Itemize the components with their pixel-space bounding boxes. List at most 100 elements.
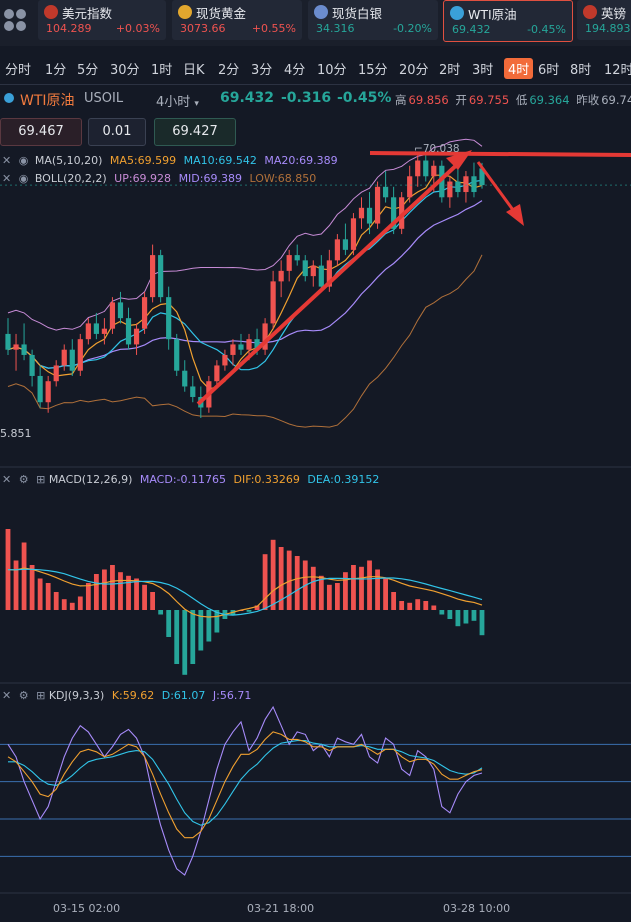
- ticker-card-gold[interactable]: 现货黄金 3073.66 +0.55%: [172, 0, 302, 40]
- buy-price: 69.427: [172, 124, 218, 139]
- ticker-change: +0.03%: [115, 22, 160, 35]
- gold-icon: [178, 5, 192, 19]
- low-value: 69.364: [529, 93, 570, 107]
- app-logo-icon[interactable]: [0, 4, 30, 36]
- ma5-value: MA5:69.599: [109, 154, 177, 167]
- ticker-price: 194.893: [585, 22, 631, 35]
- period-label: 4小时: [156, 95, 191, 110]
- add-icon[interactable]: ⊞: [36, 473, 46, 486]
- macd-histogram-bar: [198, 610, 204, 651]
- candle-body: [93, 323, 99, 334]
- tab-timeframe[interactable]: 分时: [5, 63, 32, 78]
- close-icon[interactable]: ✕: [2, 689, 12, 702]
- candle-body: [415, 160, 421, 177]
- macd-indicator-name[interactable]: MACD(12,26,9): [48, 473, 133, 486]
- macd-histogram-bar: [318, 575, 324, 610]
- tab-timeframe[interactable]: 4时: [504, 58, 534, 79]
- candle-body: [53, 365, 59, 382]
- candle-body: [141, 297, 148, 329]
- boll-indicator-name[interactable]: BOLL(20,2,2): [34, 172, 107, 185]
- price-axis-label: 5.851: [0, 427, 32, 440]
- settings-icon[interactable]: ⚙: [18, 689, 29, 702]
- macd-histogram-bar: [110, 565, 115, 610]
- tab-timeframe[interactable]: 3分: [251, 63, 273, 78]
- tab-timeframe[interactable]: 5分: [77, 63, 99, 78]
- candle-body: [13, 344, 19, 350]
- tab-timeframe[interactable]: 20分: [399, 63, 429, 78]
- close-icon[interactable]: ✕: [2, 473, 12, 486]
- candle-body: [423, 160, 429, 177]
- macd-histogram-bar: [439, 610, 445, 615]
- candle-body: [109, 302, 116, 329]
- tab-timeframe[interactable]: 1分: [45, 63, 67, 78]
- macd-histogram-bar: [479, 610, 485, 636]
- symbol-name[interactable]: WTI原油: [20, 93, 75, 109]
- symbol-header: WTI原油 USOIL 4小时 ▾ 69.432 -0.316 -0.45% 高…: [0, 86, 631, 112]
- ticker-bar: 美元指数 104.289 +0.03% 现货黄金 3073.66 +0.55% …: [0, 0, 631, 46]
- macd-histogram-bar: [134, 578, 139, 610]
- tab-timeframe[interactable]: 2分: [218, 63, 240, 78]
- candle-body: [334, 239, 340, 261]
- macd-histogram-bar: [246, 610, 252, 612]
- candle-body: [206, 381, 212, 408]
- tab-timeframe[interactable]: 2时: [439, 63, 461, 78]
- us-flag-icon: [44, 5, 58, 19]
- boll-upper-line: [7, 138, 483, 331]
- candle-body: [391, 197, 397, 229]
- ticker-price: 34.316: [316, 22, 355, 35]
- period-selector[interactable]: 4小时 ▾: [156, 91, 199, 110]
- candle-body: [5, 333, 11, 350]
- ticker-card-silver[interactable]: 现货白银 34.316 -0.20%: [308, 0, 438, 40]
- sell-price: 69.467: [18, 124, 64, 139]
- candle-body: [358, 207, 365, 219]
- macd-histogram-bar: [77, 596, 83, 610]
- tab-timeframe[interactable]: 3时: [472, 63, 494, 78]
- macd-histogram-bar: [206, 610, 212, 642]
- quantity-input[interactable]: 0.01: [88, 118, 146, 146]
- macd-histogram-bar: [399, 601, 405, 610]
- settings-icon[interactable]: ⚙: [18, 473, 29, 486]
- ticker-name: 美元指数: [62, 6, 113, 21]
- ticker-change: +0.55%: [251, 22, 296, 35]
- candle-body: [230, 344, 236, 355]
- candle-body: [463, 176, 469, 193]
- candle-body: [382, 186, 389, 198]
- candle-body: [182, 370, 188, 387]
- tab-timeframe[interactable]: 15分: [358, 63, 388, 78]
- macd-histogram-bar: [29, 565, 35, 610]
- tab-timeframe[interactable]: 6时: [538, 63, 560, 78]
- kdj-indicator-name[interactable]: KDJ(9,3,3): [48, 689, 105, 702]
- tab-timeframe[interactable]: 10分: [317, 63, 347, 78]
- ticker-card-wti[interactable]: WTI原油 69.432 -0.45%: [443, 0, 573, 42]
- macd-histogram-bar: [278, 547, 284, 610]
- ma-indicator-name[interactable]: MA(5,10,20): [34, 154, 103, 167]
- candle-body: [447, 181, 453, 198]
- tab-timeframe[interactable]: 日K: [183, 63, 205, 78]
- close-icon[interactable]: ✕: [2, 154, 12, 167]
- eye-icon[interactable]: ◉: [18, 154, 29, 167]
- tab-timeframe[interactable]: 8时: [570, 63, 592, 78]
- tab-timeframe[interactable]: 12时: [604, 63, 631, 78]
- candle-body: [318, 265, 324, 287]
- boll-lower-line: [7, 254, 483, 428]
- ticker-card-gbp[interactable]: 英镑 194.893: [577, 0, 631, 40]
- macd-histogram-bar: [174, 610, 180, 664]
- buy-price-button[interactable]: 69.427: [154, 118, 236, 146]
- macd-histogram-bar: [270, 539, 276, 610]
- caret-down-icon: ▾: [194, 99, 199, 109]
- macd-histogram-bar: [351, 565, 356, 610]
- tab-timeframe[interactable]: 30分: [110, 63, 140, 78]
- candle-body: [278, 270, 284, 282]
- tab-timeframe[interactable]: 4分: [284, 63, 306, 78]
- sell-price-button[interactable]: 69.467: [0, 118, 82, 146]
- candle-body: [286, 255, 292, 271]
- macd-value: MACD:-0.11765: [139, 473, 226, 486]
- add-icon[interactable]: ⊞: [36, 689, 46, 702]
- close-icon[interactable]: ✕: [2, 172, 12, 185]
- candle-body: [366, 207, 373, 224]
- ticker-card-usd-index[interactable]: 美元指数 104.289 +0.03%: [38, 0, 166, 40]
- tab-timeframe[interactable]: 1时: [151, 63, 173, 78]
- ticker-price: 69.432: [452, 23, 491, 36]
- eye-icon[interactable]: ◉: [18, 172, 29, 185]
